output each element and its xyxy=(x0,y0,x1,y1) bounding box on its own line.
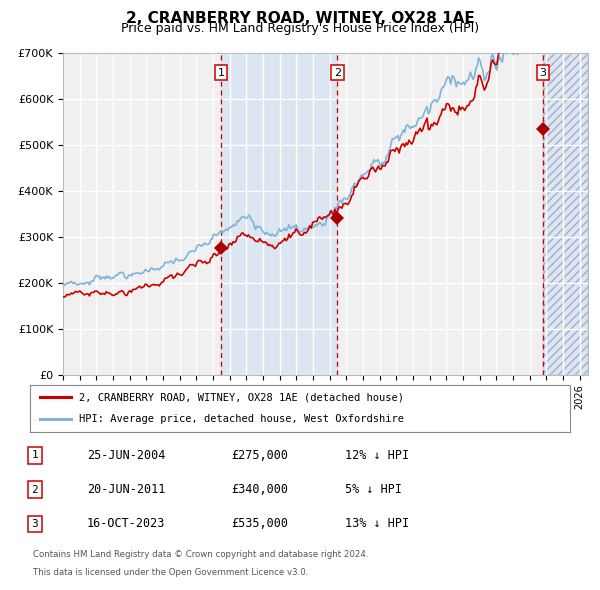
Text: 13% ↓ HPI: 13% ↓ HPI xyxy=(345,517,409,530)
Text: £535,000: £535,000 xyxy=(231,517,288,530)
Text: £340,000: £340,000 xyxy=(231,483,288,496)
Text: Price paid vs. HM Land Registry's House Price Index (HPI): Price paid vs. HM Land Registry's House … xyxy=(121,22,479,35)
Text: 25-JUN-2004: 25-JUN-2004 xyxy=(87,449,166,462)
Text: 3: 3 xyxy=(31,519,38,529)
Bar xyxy=(543,53,588,375)
Bar xyxy=(221,53,337,375)
Text: 20-JUN-2011: 20-JUN-2011 xyxy=(87,483,166,496)
Text: 2, CRANBERRY ROAD, WITNEY, OX28 1AE: 2, CRANBERRY ROAD, WITNEY, OX28 1AE xyxy=(125,11,475,25)
Text: Contains HM Land Registry data © Crown copyright and database right 2024.: Contains HM Land Registry data © Crown c… xyxy=(33,550,368,559)
Text: 2: 2 xyxy=(31,485,38,494)
Text: 1: 1 xyxy=(217,68,224,77)
Text: 5% ↓ HPI: 5% ↓ HPI xyxy=(345,483,402,496)
Text: 2, CRANBERRY ROAD, WITNEY, OX28 1AE (detached house): 2, CRANBERRY ROAD, WITNEY, OX28 1AE (det… xyxy=(79,392,404,402)
Text: 16-OCT-2023: 16-OCT-2023 xyxy=(87,517,166,530)
Text: This data is licensed under the Open Government Licence v3.0.: This data is licensed under the Open Gov… xyxy=(33,568,308,577)
Text: HPI: Average price, detached house, West Oxfordshire: HPI: Average price, detached house, West… xyxy=(79,414,404,424)
Text: 3: 3 xyxy=(539,68,547,77)
Text: £275,000: £275,000 xyxy=(231,449,288,462)
Bar xyxy=(543,53,588,375)
Text: 12% ↓ HPI: 12% ↓ HPI xyxy=(345,449,409,462)
Text: 1: 1 xyxy=(31,451,38,460)
Text: 2: 2 xyxy=(334,68,341,77)
